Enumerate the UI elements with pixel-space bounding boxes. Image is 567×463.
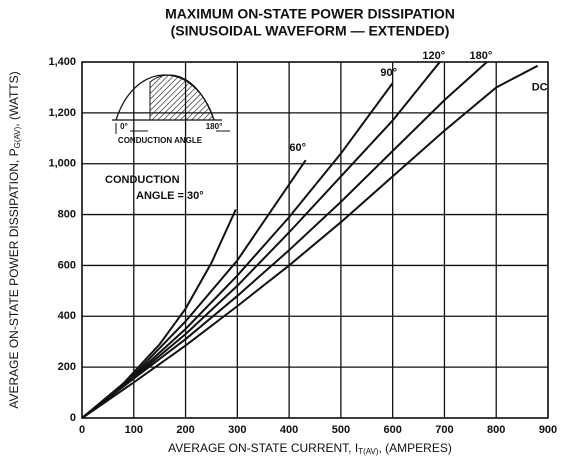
y-tick-label: 600 xyxy=(58,259,76,271)
curve-label: 60° xyxy=(289,142,306,154)
curve-label: DC xyxy=(532,82,548,94)
curve xyxy=(81,61,441,419)
x-axis-label: AVERAGE ON-STATE CURRENT, IT(AV), (AMPER… xyxy=(168,441,452,456)
x-tick-label: 900 xyxy=(539,424,557,436)
annotation: ANGLE = 30° xyxy=(136,190,204,202)
x-tick-label: 200 xyxy=(176,424,194,436)
y-tick-label: 0 xyxy=(70,412,76,424)
y-tick-label: 1,400 xyxy=(48,56,76,68)
y-tick-label: 800 xyxy=(58,208,76,220)
inset: 0° 180° CONDUCTION ANGLE xyxy=(100,60,230,145)
chart-subtitle: (SINUSOIDAL WAVEFORM — EXTENDED) xyxy=(171,23,450,39)
curve-label: 90° xyxy=(380,67,397,79)
y-tick-label: 1,000 xyxy=(48,158,76,170)
curve xyxy=(81,61,488,419)
x-tick-label: 0 xyxy=(79,424,85,436)
x-tick-label: 400 xyxy=(280,424,298,436)
y-axis-label: AVERAGE ON-STATE POWER DISSIPATION, PG(A… xyxy=(7,71,22,408)
inset-start: 0° xyxy=(120,122,128,131)
y-label-main: AVERAGE ON-STATE POWER DISSIPATION, P xyxy=(7,148,21,408)
x-tick-label: 600 xyxy=(383,424,401,436)
y-label-sub: G(AV) xyxy=(13,126,22,148)
x-tick-label: 800 xyxy=(487,424,505,436)
plot-frame xyxy=(81,61,549,419)
inset-end: 180° xyxy=(206,122,223,131)
x-label-main: AVERAGE ON-STATE CURRENT, I xyxy=(168,441,358,455)
x-tick-label: 300 xyxy=(228,424,246,436)
curve-label: 120° xyxy=(422,50,445,62)
curve-label: 180° xyxy=(470,50,493,62)
x-tick-label: 700 xyxy=(435,424,453,436)
y-tick-label: 400 xyxy=(58,310,76,322)
x-tick-label: 100 xyxy=(125,424,143,436)
x-label-unit: , (AMPERES) xyxy=(378,441,451,455)
x-tick-label: 500 xyxy=(332,424,350,436)
y-label-unit: , (WATTS) xyxy=(7,71,21,126)
annotation: CONDUCTION xyxy=(105,174,180,186)
y-tick-label: 1,200 xyxy=(48,107,76,119)
inset-caption: CONDUCTION ANGLE xyxy=(118,136,203,145)
y-tick-label: 200 xyxy=(58,361,76,373)
chart-title: MAXIMUM ON-STATE POWER DISSIPATION xyxy=(165,6,455,22)
curve xyxy=(81,64,539,419)
x-label-sub: T(AV) xyxy=(358,447,379,456)
curve xyxy=(81,209,237,419)
